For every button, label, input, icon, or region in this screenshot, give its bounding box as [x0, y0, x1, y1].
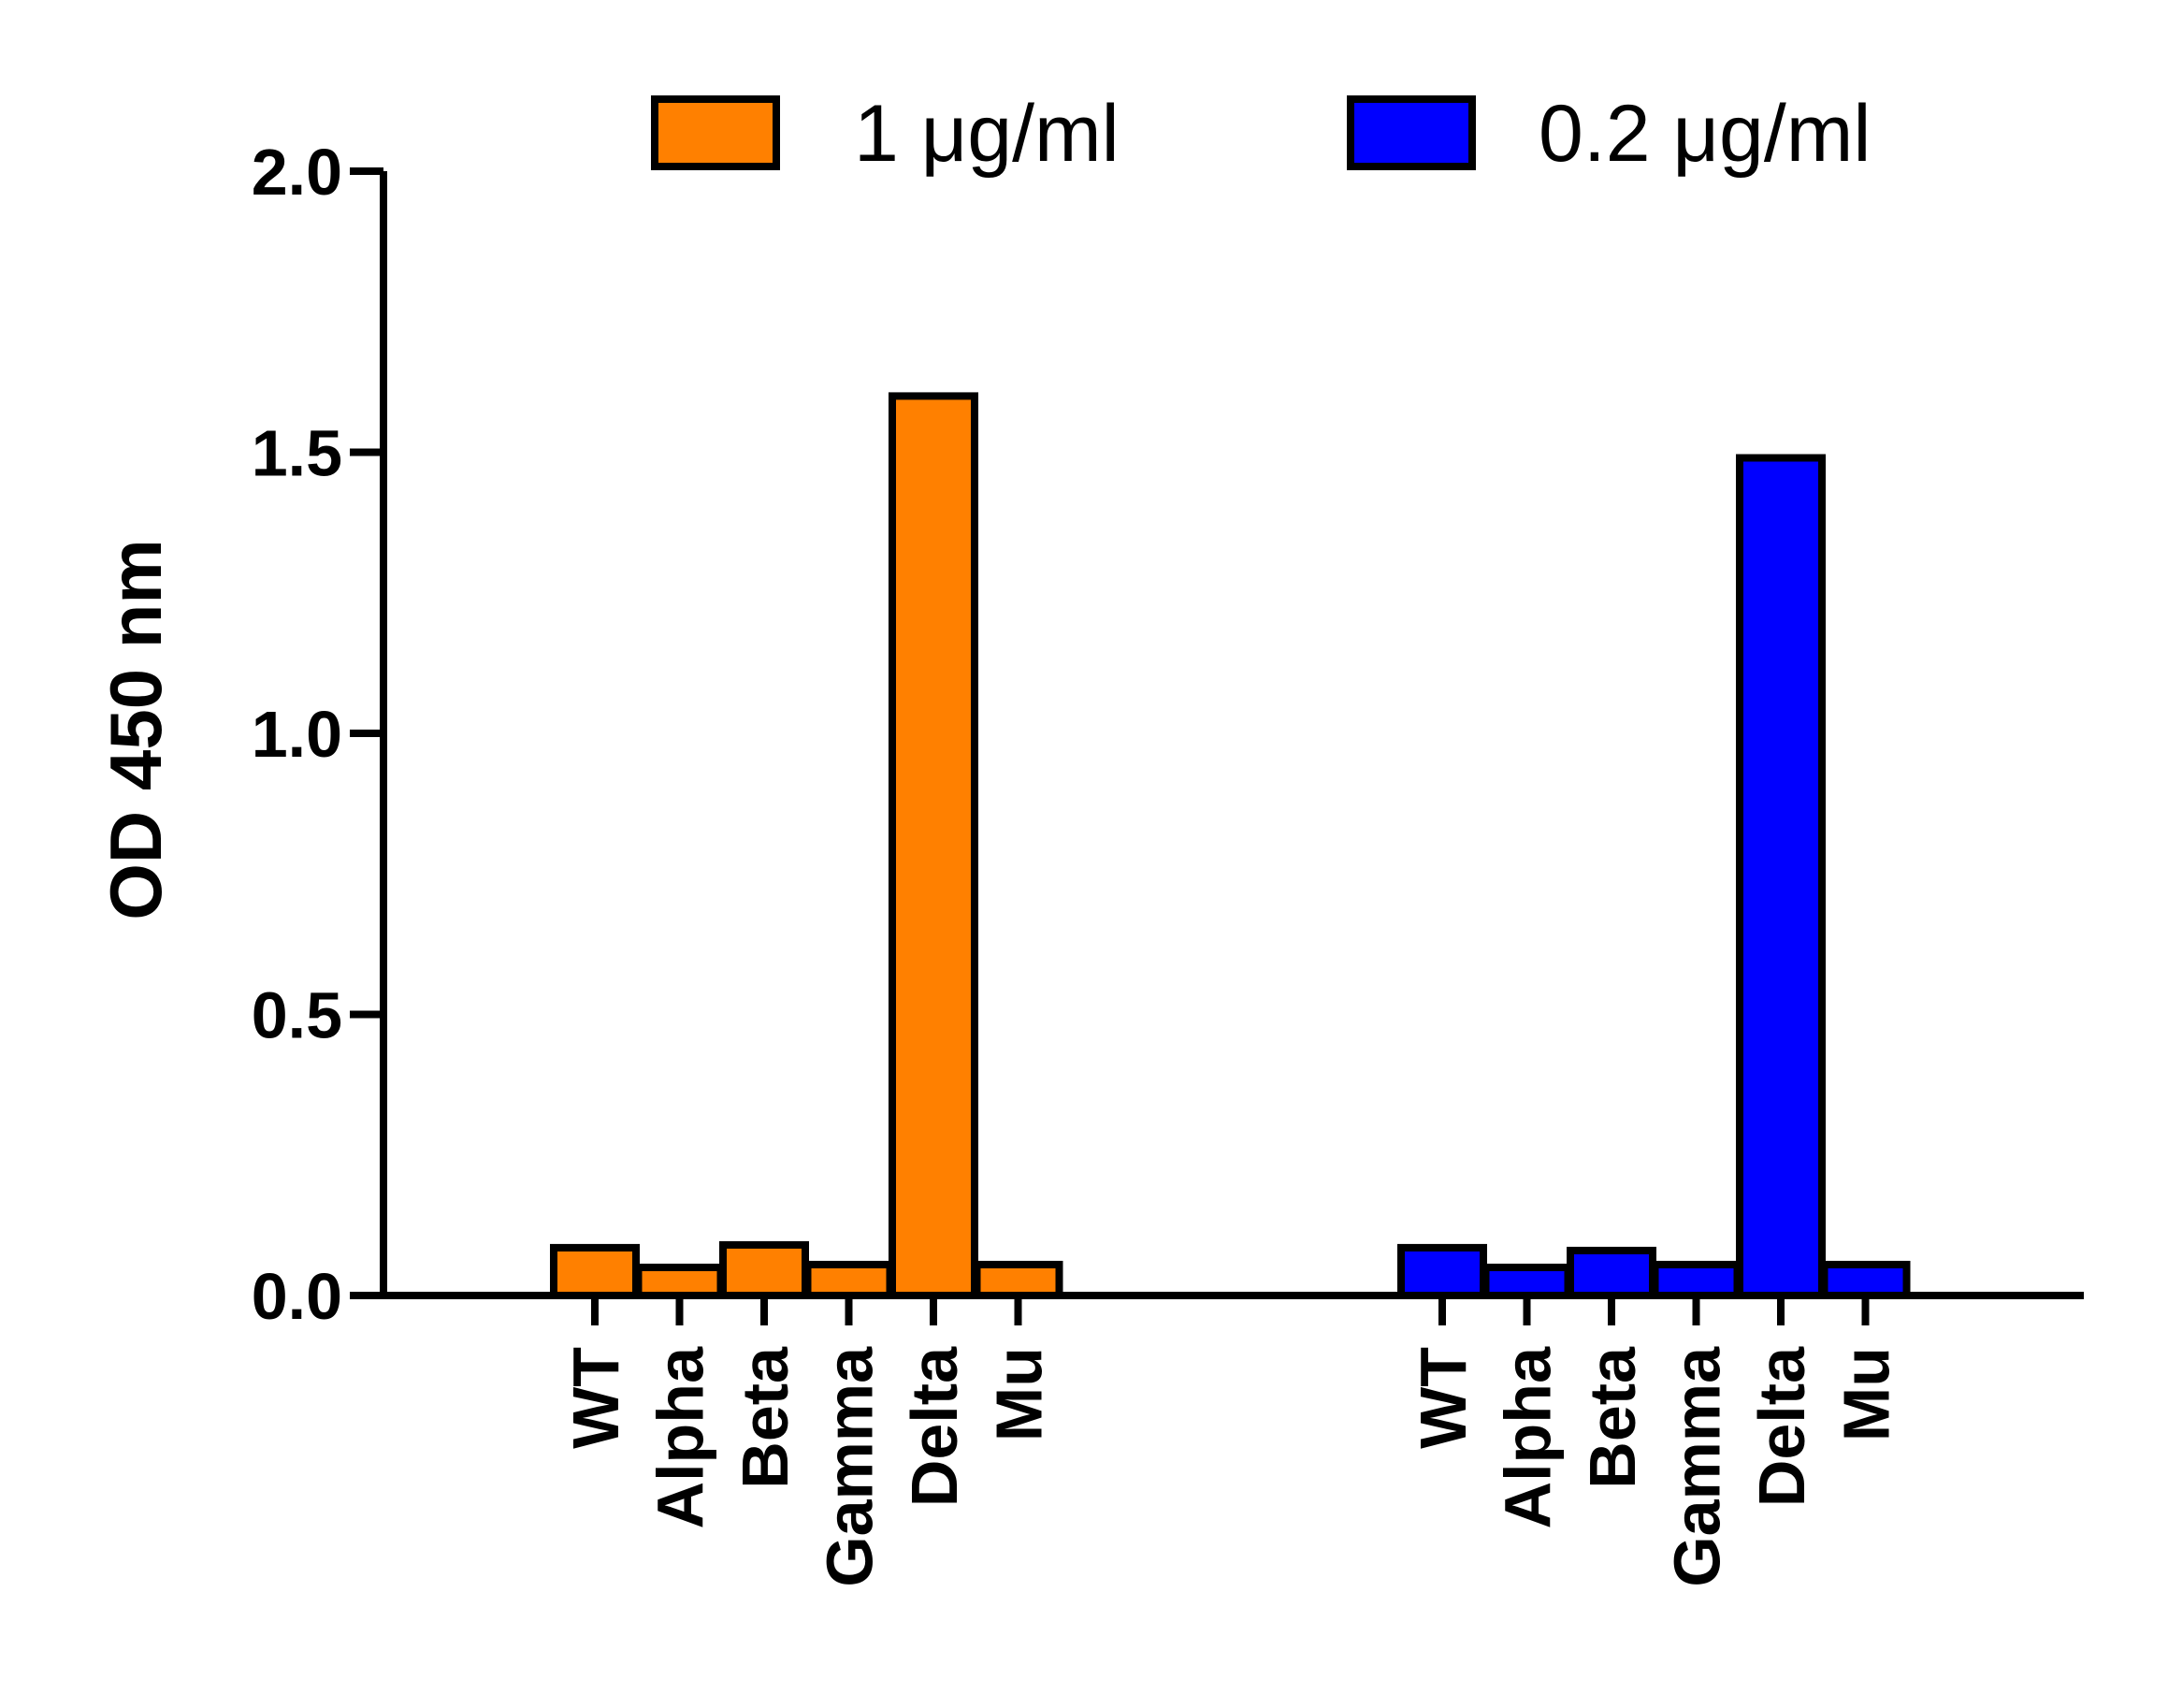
y-tick-label: 1.0: [252, 698, 342, 771]
bar-group2-beta: [1567, 1246, 1656, 1300]
y-tick-label: 2.0: [252, 136, 342, 209]
legend: 1 μg/ml 0.2 μg/ml: [651, 89, 1871, 179]
x-category-label: WT: [1407, 1347, 1480, 1449]
bar-group2-mu: [1820, 1260, 1911, 1299]
bars: [550, 392, 1911, 1300]
bar-group1-wt: [550, 1243, 640, 1300]
category-labels: WT Alpha Beta Gamma Delta Mu WT Alpha Beta Gamma D…: [559, 1346, 1903, 1587]
bar-group2-delta: [1736, 454, 1826, 1299]
legend-label: 1 μg/ml: [854, 89, 1120, 179]
x-category-label: Gamma: [1661, 1346, 1734, 1587]
bar-group2-alpha: [1481, 1263, 1572, 1299]
x-category-label: Mu: [983, 1347, 1056, 1441]
bar-group1-delta: [889, 392, 978, 1299]
x-category-label: Beta: [1576, 1346, 1649, 1489]
y-tick-label: 0.5: [252, 979, 342, 1052]
legend-swatch: [1347, 95, 1476, 170]
x-category-label: Alpha: [644, 1346, 717, 1529]
x-axis: [383, 1292, 2084, 1325]
y-tick-label: 1.5: [252, 417, 342, 490]
y-axis: 0.0 0.5 1.0 1.5 2.0: [252, 136, 387, 1333]
x-category-label: Delta: [1745, 1346, 1818, 1507]
x-category-label: Beta: [729, 1346, 802, 1489]
x-category-label: Gamma: [814, 1346, 887, 1587]
bar-group2-gamma: [1651, 1260, 1742, 1299]
legend-swatch: [651, 95, 780, 170]
x-category-label: Alpha: [1492, 1346, 1565, 1529]
x-category-label: WT: [559, 1347, 632, 1449]
bar-group1-beta: [719, 1240, 809, 1300]
bar-group1-gamma: [803, 1260, 894, 1299]
bar-group1-alpha: [634, 1263, 725, 1299]
y-axis-title: OD 450 nm: [94, 539, 177, 919]
bar-group2-wt: [1397, 1243, 1487, 1300]
legend-label: 0.2 μg/ml: [1539, 89, 1871, 179]
x-category-label: Delta: [898, 1346, 971, 1507]
y-tick-label: 0.0: [252, 1260, 342, 1333]
x-category-label: Mu: [1830, 1347, 1903, 1441]
bar-group1-mu: [973, 1260, 1063, 1299]
